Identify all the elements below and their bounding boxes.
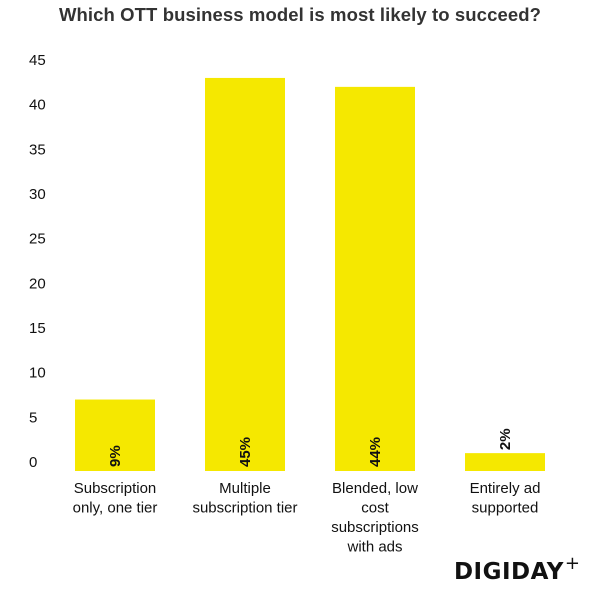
y-tick-label: 40	[29, 97, 46, 114]
category-label: Entirely ad	[470, 480, 541, 497]
y-tick-label: 0	[29, 454, 37, 471]
y-tick-label: 45	[29, 52, 46, 69]
category-label: subscriptions	[331, 519, 419, 536]
bar	[205, 77, 285, 471]
data-label: 44%	[367, 437, 384, 467]
y-tick-label: 25	[29, 231, 46, 248]
category-label: with ads	[346, 539, 402, 556]
category-label: Subscription	[74, 480, 157, 497]
y-tick-label: 10	[29, 365, 46, 382]
data-label: 9%	[107, 445, 124, 467]
bar	[335, 86, 415, 471]
digiday-logo: DIGIDAY +	[453, 553, 580, 585]
bar	[75, 399, 155, 471]
category-label: cost	[361, 500, 389, 517]
y-tick-label: 30	[29, 186, 46, 203]
category-label: supported	[472, 500, 539, 517]
data-label: 2%	[497, 428, 514, 450]
y-tick-label: 15	[29, 320, 46, 337]
plus-icon: +	[564, 553, 580, 574]
chart-title: Which OTT business model is most likely …	[58, 4, 542, 25]
y-tick-label: 5	[29, 409, 37, 426]
category-label: Blended, low	[332, 480, 418, 497]
category-label: only, one tier	[73, 500, 158, 517]
data-label: 45%	[237, 437, 254, 467]
bar	[465, 453, 545, 471]
category-label: subscription tier	[192, 500, 297, 517]
brand-name: DIGIDAY	[453, 559, 564, 585]
y-tick-label: 20	[29, 275, 46, 292]
category-label: Multiple	[219, 480, 271, 497]
y-tick-label: 35	[29, 141, 46, 158]
